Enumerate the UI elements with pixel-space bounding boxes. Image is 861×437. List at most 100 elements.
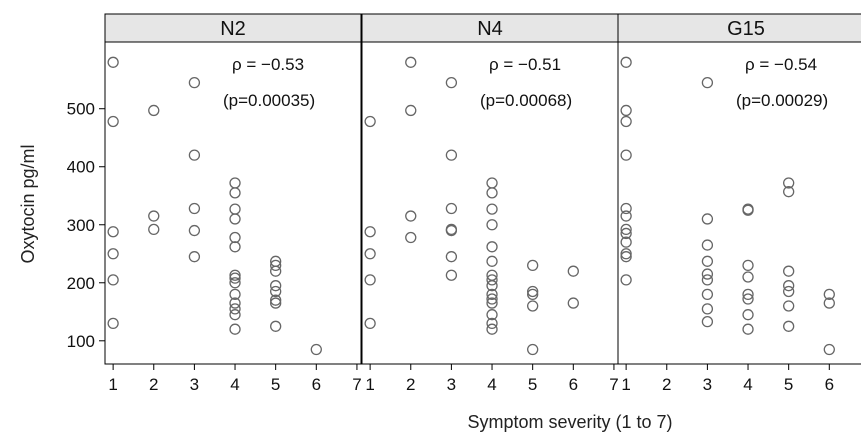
data-point (620, 210, 632, 222)
data-point (527, 288, 539, 301)
x-tick-label: 2 (662, 375, 671, 394)
x-tick-label: 4 (487, 375, 496, 394)
data-point (620, 251, 632, 263)
data-point (486, 187, 498, 199)
data-point (783, 177, 795, 189)
data-point (620, 56, 632, 68)
data-point (742, 288, 754, 301)
data-point (701, 76, 714, 89)
y-tick-label: 400 (67, 158, 95, 177)
data-point (364, 274, 376, 286)
data-point (107, 56, 119, 68)
data-point (229, 187, 241, 199)
x-tick-label: 1 (621, 375, 630, 394)
x-tick-label: 6 (569, 375, 578, 394)
data-point (148, 210, 160, 222)
data-point (445, 149, 458, 161)
data-point (620, 236, 632, 248)
y-tick-label: 100 (67, 332, 95, 351)
data-point (229, 288, 241, 301)
data-point (486, 288, 498, 301)
x-tick-label: 1 (108, 375, 117, 394)
data-point (270, 265, 282, 277)
data-point (405, 104, 417, 117)
data-point (364, 248, 376, 260)
data-point (148, 104, 160, 117)
data-point (486, 203, 498, 215)
data-point (229, 323, 241, 335)
panel-frame (617, 41, 861, 365)
data-point (783, 186, 795, 198)
data-point (783, 300, 795, 312)
data-point (567, 265, 579, 277)
data-point (486, 309, 498, 321)
data-point (620, 227, 632, 240)
data-point (405, 56, 417, 68)
x-axis-title: Symptom severity (1 to 7) (467, 412, 672, 432)
x-tick-label: 5 (528, 375, 537, 394)
data-point (486, 293, 498, 305)
panel-strip (617, 13, 861, 43)
data-point (620, 223, 632, 236)
x-tick-label: 6 (312, 375, 321, 394)
correlation-p-value: (p=0.00068) (480, 91, 572, 110)
data-point (823, 297, 835, 309)
y-axis: 100 200 300 400 500 (67, 100, 105, 351)
panels-layer: N2 ρ = −0.53 (p=0.00035) 1 2 3 4 5 6 7 N4 ρ = −0.51… (104, 13, 861, 394)
data-point (188, 251, 201, 263)
x-tick-label: 3 (190, 375, 199, 394)
panel-title: G15 (727, 18, 765, 40)
data-point (701, 213, 714, 225)
data-point (148, 223, 160, 236)
data-point (486, 297, 498, 309)
data-point (486, 323, 498, 335)
data-point (270, 280, 282, 292)
x-tick-label: 3 (703, 375, 712, 394)
correlation-p-value: (p=0.00029) (736, 91, 828, 110)
data-point (445, 224, 458, 237)
x-tick-label: 7 (609, 375, 618, 394)
data-point (620, 202, 632, 215)
data-point (701, 274, 714, 286)
data-point (229, 213, 241, 225)
data-point (701, 315, 714, 328)
panel-strip (361, 13, 619, 43)
data-point (701, 255, 714, 267)
data-point (270, 320, 282, 332)
data-point (783, 280, 795, 292)
data-point (486, 241, 498, 253)
panel-title: N4 (477, 18, 503, 40)
data-point (742, 323, 754, 335)
data-point (783, 265, 795, 277)
data-point (229, 303, 241, 315)
panel-strip (104, 13, 362, 43)
data-point (486, 274, 498, 286)
data-point (229, 309, 241, 321)
data-point (229, 297, 241, 309)
panel-title: N2 (220, 18, 246, 40)
data-point (527, 259, 539, 272)
data-point (742, 293, 754, 305)
data-point (270, 285, 282, 298)
data-point (445, 269, 458, 281)
data-point (445, 251, 458, 263)
correlation-rho: ρ = −0.54 (745, 55, 817, 74)
data-point (783, 320, 795, 332)
data-point (486, 317, 498, 330)
x-tick-label: 3 (447, 375, 456, 394)
correlation-rho: ρ = −0.51 (489, 55, 561, 74)
data-point (620, 248, 632, 260)
data-point (527, 300, 539, 312)
y-tick-label: 200 (67, 274, 95, 293)
y-tick-label: 500 (67, 100, 95, 119)
data-point (364, 226, 376, 238)
x-tick-label: 6 (825, 375, 834, 394)
data-point (701, 288, 714, 301)
data-point (270, 259, 282, 272)
data-point (742, 271, 754, 283)
data-point (783, 285, 795, 298)
correlation-p-value: (p=0.00035) (223, 91, 315, 110)
data-point (364, 115, 376, 128)
